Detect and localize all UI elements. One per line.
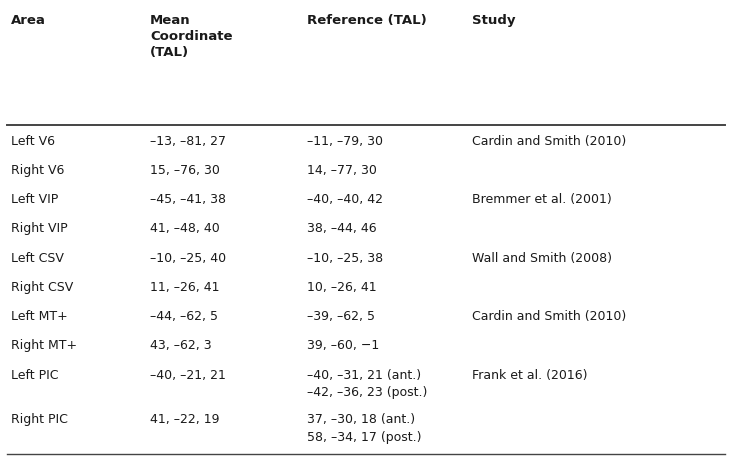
Text: Left CSV: Left CSV <box>11 252 64 265</box>
Text: –45, –41, 38: –45, –41, 38 <box>150 193 226 206</box>
Text: 10, –26, 41: 10, –26, 41 <box>307 281 377 294</box>
Text: Frank et al. (2016): Frank et al. (2016) <box>472 369 588 382</box>
Text: 41, –22, 19: 41, –22, 19 <box>150 413 220 427</box>
Text: Reference (TAL): Reference (TAL) <box>307 14 427 27</box>
Text: –11, –79, 30: –11, –79, 30 <box>307 135 384 148</box>
Text: –10, –25, 40: –10, –25, 40 <box>150 252 226 265</box>
Text: Right PIC: Right PIC <box>11 413 68 427</box>
Text: –10, –25, 38: –10, –25, 38 <box>307 252 384 265</box>
Text: 43, –62, 3: 43, –62, 3 <box>150 339 212 353</box>
Text: –40, –40, 42: –40, –40, 42 <box>307 193 384 206</box>
Text: Right MT+: Right MT+ <box>11 339 77 353</box>
Text: 38, –44, 46: 38, –44, 46 <box>307 222 377 236</box>
Text: Wall and Smith (2008): Wall and Smith (2008) <box>472 252 612 265</box>
Text: Bremmer et al. (2001): Bremmer et al. (2001) <box>472 193 612 206</box>
Text: –40, –21, 21: –40, –21, 21 <box>150 369 226 382</box>
Text: Right CSV: Right CSV <box>11 281 73 294</box>
Text: Left MT+: Left MT+ <box>11 310 68 323</box>
Text: Right VIP: Right VIP <box>11 222 67 236</box>
Text: Left V6: Left V6 <box>11 135 55 148</box>
Text: –13, –81, 27: –13, –81, 27 <box>150 135 226 148</box>
Text: –44, –62, 5: –44, –62, 5 <box>150 310 218 323</box>
Text: Left PIC: Left PIC <box>11 369 59 382</box>
Text: Left VIP: Left VIP <box>11 193 59 206</box>
Text: 37, –30, 18 (ant.)
58, –34, 17 (post.): 37, –30, 18 (ant.) 58, –34, 17 (post.) <box>307 413 422 444</box>
Text: Study: Study <box>472 14 515 27</box>
Text: –39, –62, 5: –39, –62, 5 <box>307 310 376 323</box>
Text: 14, –77, 30: 14, –77, 30 <box>307 164 377 177</box>
Text: Cardin and Smith (2010): Cardin and Smith (2010) <box>472 310 627 323</box>
Text: 15, –76, 30: 15, –76, 30 <box>150 164 220 177</box>
Text: Cardin and Smith (2010): Cardin and Smith (2010) <box>472 135 627 148</box>
Text: Mean
Coordinate
(TAL): Mean Coordinate (TAL) <box>150 14 233 59</box>
Text: Right V6: Right V6 <box>11 164 64 177</box>
Text: Area: Area <box>11 14 46 27</box>
Text: –40, –31, 21 (ant.)
–42, –36, 23 (post.): –40, –31, 21 (ant.) –42, –36, 23 (post.) <box>307 369 427 399</box>
Text: 11, –26, 41: 11, –26, 41 <box>150 281 220 294</box>
Text: 41, –48, 40: 41, –48, 40 <box>150 222 220 236</box>
Text: 39, –60, −1: 39, –60, −1 <box>307 339 380 353</box>
